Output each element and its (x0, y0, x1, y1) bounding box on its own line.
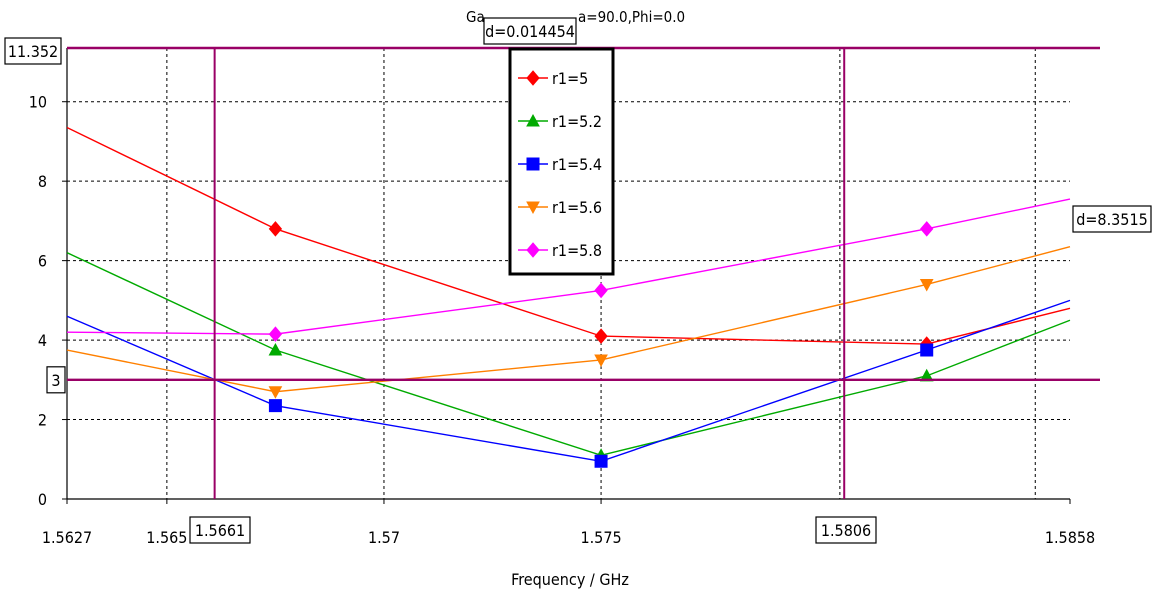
legend-swatch-marker (526, 157, 540, 171)
legend-label: r1=5.4 (552, 155, 602, 174)
delta-x-label: d=0.014454 (483, 17, 577, 45)
y-tick-label: 10 (29, 93, 47, 112)
legend-item-5: r1=5.8 (518, 241, 602, 260)
series-point-4 (919, 278, 934, 292)
h-marker-label-top: 11.352 (4, 37, 62, 65)
series-point-3 (268, 399, 282, 413)
series-point-1 (268, 221, 283, 237)
h-marker-label-bottom-box (46, 366, 66, 394)
legend-label: r1=5.6 (552, 198, 602, 217)
h-marker-label-bottom-text: 3 (51, 371, 60, 390)
legend-swatch-marker (526, 242, 540, 258)
y-tick-label: 8 (38, 172, 47, 191)
legend-item-2: r1=5.2 (518, 112, 602, 131)
delta-x-label-text: d=0.014454 (485, 22, 575, 41)
chart-title-left: Ga (466, 8, 485, 26)
series-point-3 (594, 454, 608, 468)
legend-swatch-marker (526, 70, 540, 86)
x-tick-label: 1.57 (368, 528, 400, 547)
series-lines (66, 126, 1071, 468)
series-point-4 (594, 354, 608, 367)
series-point-1 (594, 328, 608, 344)
series-point-5 (268, 326, 283, 342)
y-tick-label: 0 (38, 490, 47, 509)
x-axis-label: Frequency / GHz (511, 570, 629, 589)
legend-item-4: r1=5.6 (518, 198, 602, 217)
legend-label: r1=5.2 (552, 112, 602, 131)
y-tick-label: 6 (38, 252, 47, 271)
grid (67, 48, 1070, 499)
legend-item-3: r1=5.4 (518, 155, 602, 174)
h-marker-label-top-box (4, 37, 62, 65)
marker-labels: 11.352 3 1.5661 1.5806 d=0.014454 d=8.3515 (4, 17, 1152, 544)
delta-y-label-text: d=8.3515 (1076, 210, 1148, 229)
series-point-5 (594, 282, 608, 299)
v-marker-label-left: 1.5661 (189, 516, 251, 544)
legend-label: r1=5 (552, 69, 588, 88)
v-marker-label-right-box (815, 516, 877, 544)
series-point-3 (920, 343, 934, 357)
series-line-2 (66, 252, 1071, 457)
v-marker-label-right: 1.5806 (815, 516, 877, 544)
chart-title-right: a=90.0,Phi=0.0 (578, 8, 685, 26)
y-tick-label: 2 (38, 411, 47, 430)
legend: r1=5 r1=5.2 r1=5.4 r1=5.6 r1=5.8 (508, 47, 615, 276)
legend-swatch-marker (526, 201, 540, 215)
delta-y-label: d=8.3515 (1072, 205, 1152, 233)
y-tick-label: 4 (38, 331, 47, 350)
x-tick-label: 1.575 (580, 528, 621, 547)
v-marker-label-left-text: 1.5661 (195, 521, 245, 540)
x-tick-label: 1.565 (146, 528, 187, 547)
h-marker-label-top-text: 11.352 (8, 42, 58, 61)
h-marker-label-bottom: 3 (46, 366, 66, 394)
x-tick-label: 1.5858 (1045, 528, 1095, 547)
v-marker-label-left-box (189, 516, 251, 544)
series-point-4 (268, 386, 283, 399)
delta-x-label-box (483, 17, 577, 45)
delta-y-label-box (1072, 205, 1152, 233)
x-tick-label: 1.5627 (42, 528, 92, 547)
legend-swatch-marker (526, 113, 540, 127)
series-point-2 (268, 342, 283, 356)
v-marker-label-right-text: 1.5806 (821, 521, 871, 540)
legend-label: r1=5.8 (552, 241, 602, 260)
legend-item-1: r1=5 (518, 69, 588, 88)
series-point-5 (920, 221, 934, 237)
